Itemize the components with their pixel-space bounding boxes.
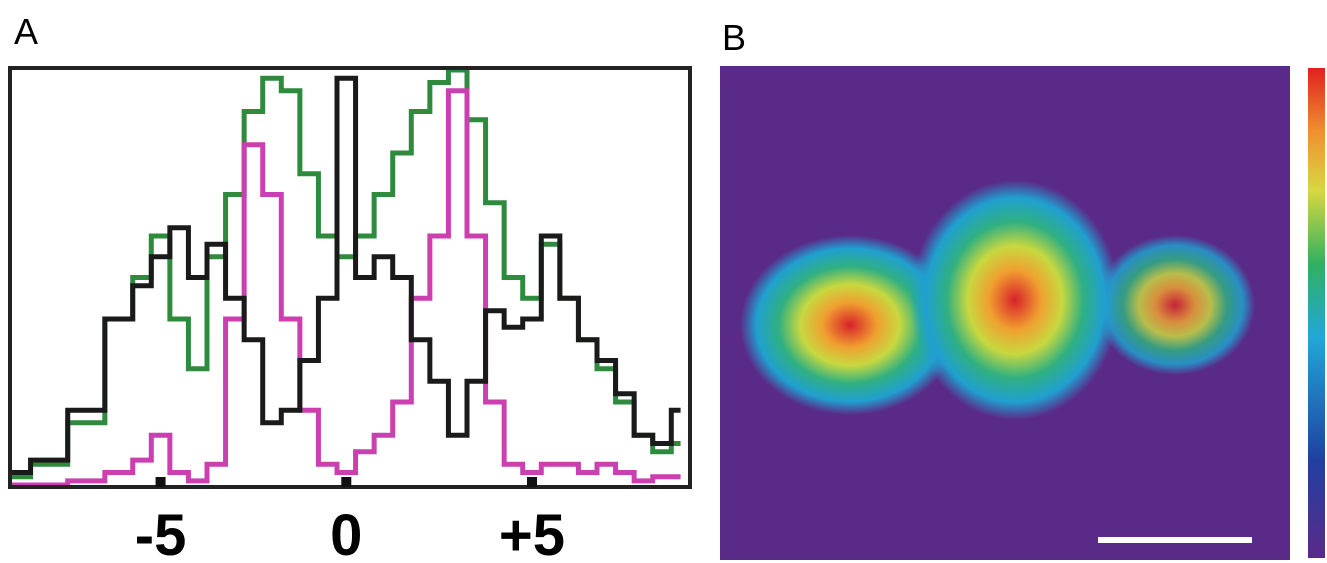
heat-blob [910, 180, 1120, 420]
x-tick-mark [341, 477, 352, 487]
heat-blob [740, 235, 960, 415]
heat-blob [1095, 235, 1255, 375]
data-line [12, 75, 681, 476]
color-bar [1308, 68, 1325, 558]
plot-area [12, 67, 681, 488]
image-panel [720, 66, 1325, 560]
panel-label: B [722, 17, 746, 58]
panel-label: A [14, 11, 38, 52]
x-tick-mark [527, 477, 537, 487]
data-line [12, 67, 681, 480]
x-tick-label: +5 [499, 503, 565, 563]
x-tick-mark [155, 477, 166, 487]
scale-bar [1098, 537, 1252, 543]
x-tick-label: 0 [330, 503, 362, 563]
data-line [12, 88, 681, 488]
plot-frame [8, 66, 692, 489]
x-tick-label: -5 [135, 503, 187, 563]
